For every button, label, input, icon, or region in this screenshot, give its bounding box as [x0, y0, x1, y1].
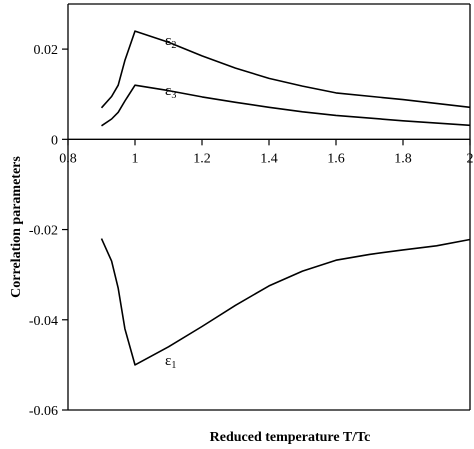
y-axis-title: Correlation parameters: [9, 156, 24, 298]
x-tick-label: 1.6: [327, 151, 345, 166]
x-tick-label: 1.4: [260, 151, 278, 166]
series-line-ε2: [100, 30, 471, 109]
series-lines: [100, 30, 471, 366]
y-tick-label: 0: [51, 133, 58, 148]
series-line-ε3: [101, 84, 471, 127]
x-tick-label: 1: [132, 151, 139, 166]
x-tick-label: 1.2: [193, 151, 211, 166]
y-tick-label: -0.04: [29, 314, 58, 329]
x-tick-label: 1.8: [394, 151, 412, 166]
series-labels: ε2 ε3 ε1: [165, 33, 176, 371]
axes: 0.8 1 1.2 1.4 1.6 1.8 2 0.02 0 -0.02 -0.04 -0.06: [29, 3, 474, 419]
x-tick-label: 0.8: [59, 151, 77, 166]
y-tick-label: -0.02: [29, 224, 58, 239]
x-tick-label: 2: [467, 151, 474, 166]
series-line-ε1: [100, 238, 471, 366]
series-label-ε1: ε1: [165, 353, 176, 371]
series-label-ε2: ε2: [165, 33, 176, 51]
y-tick-label: -0.06: [29, 404, 58, 419]
y-tick-label: 0.02: [34, 43, 59, 58]
series-label-ε3: ε3: [165, 83, 176, 101]
x-axis-title: Reduced temperature T/Tc: [210, 430, 371, 445]
